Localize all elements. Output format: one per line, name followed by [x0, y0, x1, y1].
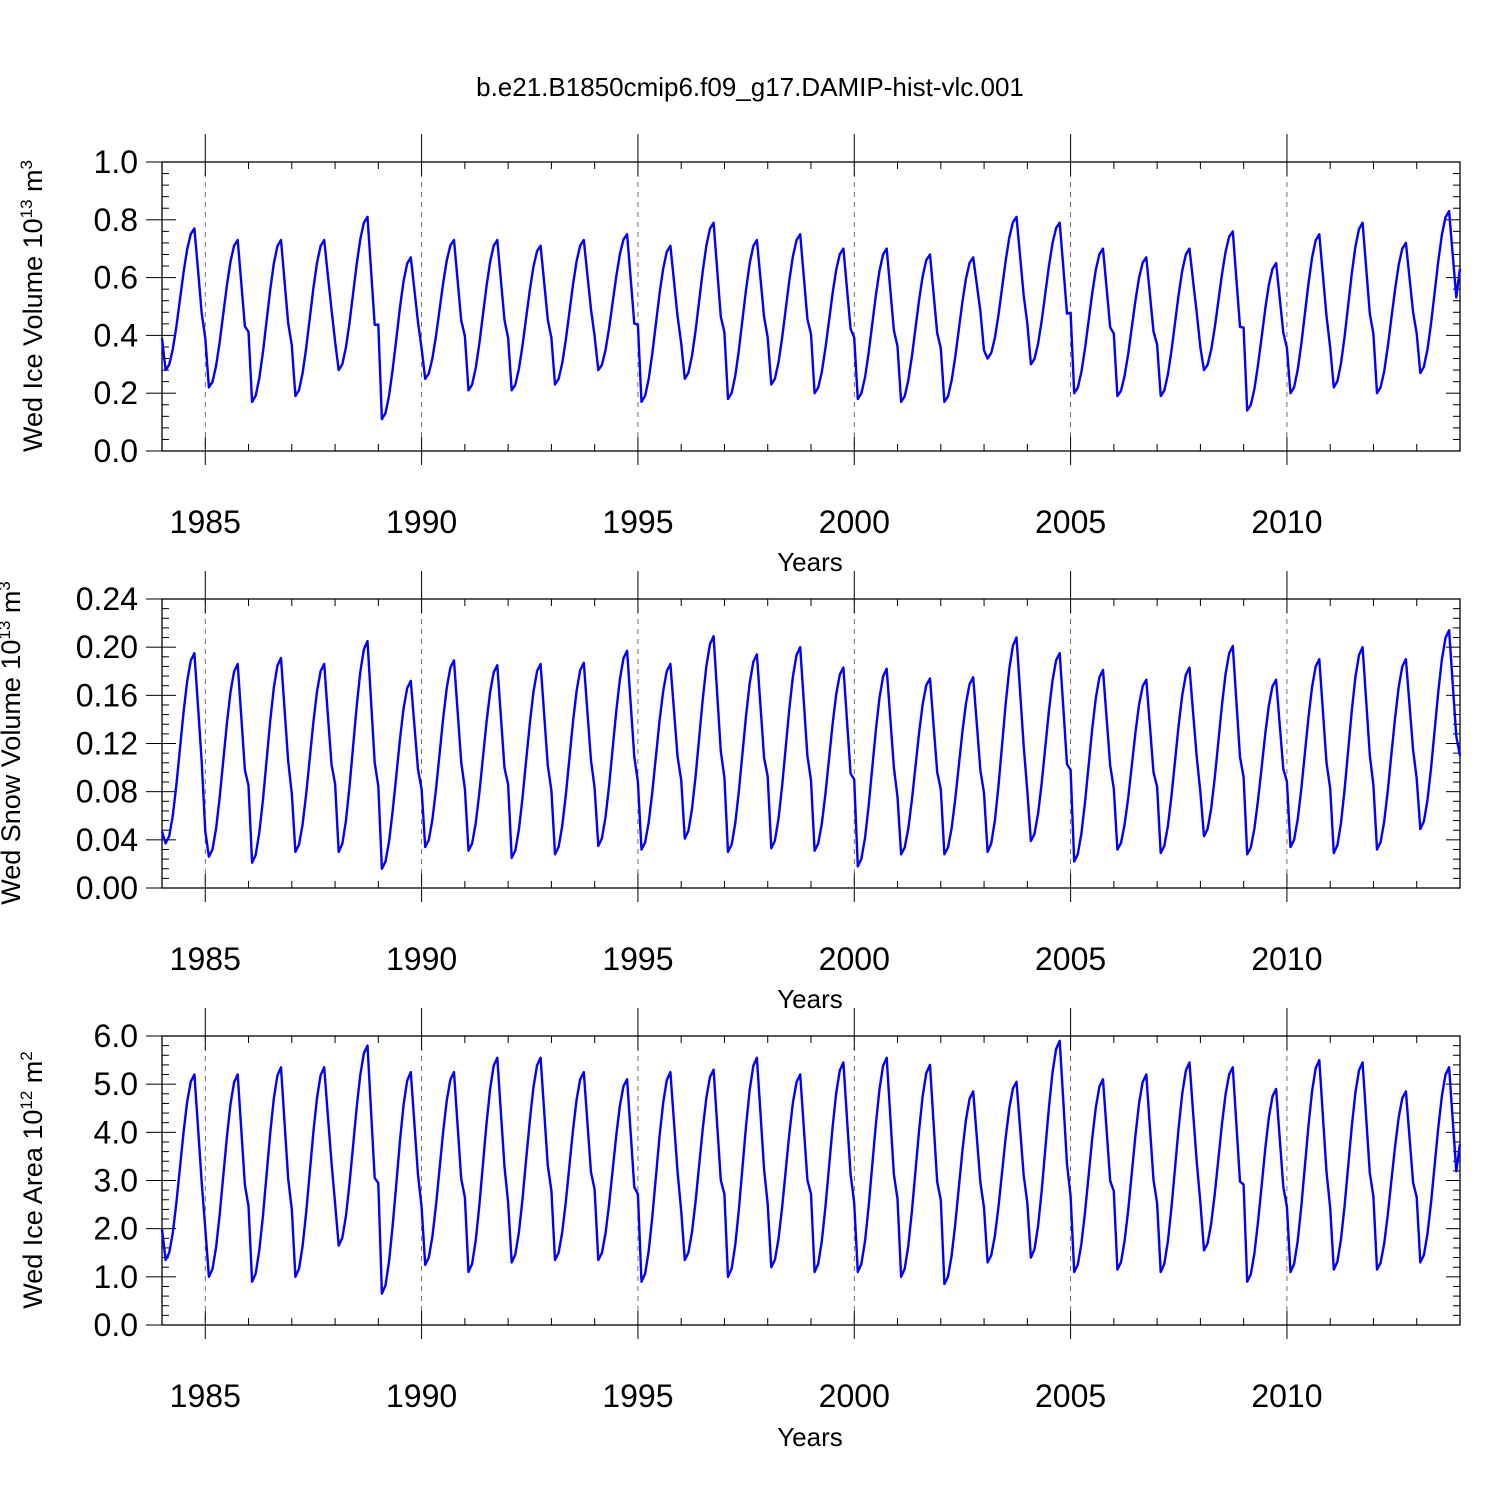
x-tick-label: 2000: [819, 941, 890, 977]
chart-title: b.e21.B1850cmip6.f09_g17.DAMIP-hist-vlc.…: [476, 72, 1024, 102]
x-axis-label: Years: [777, 984, 843, 1014]
x-tick-label: 2000: [819, 1378, 890, 1414]
y-tick-label: 0.0: [94, 1307, 138, 1343]
x-tick-label: 2010: [1251, 1378, 1322, 1414]
y-tick-label: 0.16: [76, 677, 138, 713]
y-tick-label: 0.6: [94, 260, 138, 296]
plot-frame: [161, 598, 1461, 889]
x-tick-label: 2005: [1035, 1378, 1106, 1414]
y-tick-label: 1.0: [94, 1259, 138, 1295]
x-tick-label: 2005: [1035, 504, 1106, 540]
plot-frame: [161, 161, 1461, 452]
y-tick-label: 0.8: [94, 202, 138, 238]
x-tick-label: 1995: [602, 1378, 673, 1414]
y-tick-label: 2.0: [94, 1211, 138, 1247]
series-line: [160, 629, 1462, 870]
y-tick-label: 4.0: [94, 1114, 138, 1150]
y-tick-label: 0.4: [94, 317, 138, 353]
x-axis-label: Years: [777, 547, 843, 577]
panel-snow-volume: Wed Snow Volume 1013 m3 Years 1985 1990 19…: [0, 571, 1462, 1014]
y-tick-label: 6.0: [94, 1018, 138, 1054]
y-axis-label: Wed Snow Volume 1013 m3: [0, 581, 26, 905]
x-tick-label: 2000: [819, 504, 890, 540]
panel-ice-volume: Wed Ice Volume 1013 m3 Years 1985 1990 199…: [17, 134, 1462, 577]
y-tick-label: 3.0: [94, 1163, 138, 1199]
y-tick-label: 0.2: [94, 375, 138, 411]
y-axis-label: Wed Ice Area 1012 m2: [17, 1051, 48, 1309]
plot-frame: [161, 1035, 1461, 1326]
x-axis-label: Years: [777, 1422, 843, 1452]
panel-ice-area: Wed Ice Area 1012 m2 Years 1985 1990 1995 2…: [17, 1008, 1462, 1452]
y-tick-label: 0.0: [94, 433, 138, 469]
x-tick-label: 1995: [602, 504, 673, 540]
y-tick-label: 1.0: [94, 144, 138, 180]
y-tick-label: 0.24: [76, 581, 138, 617]
x-tick-label: 2005: [1035, 941, 1106, 977]
x-tick-label: 1985: [170, 504, 241, 540]
x-tick-label: 1990: [386, 504, 457, 540]
y-axis-label: Wed Ice Volume 1013 m3: [17, 160, 48, 452]
y-tick-label: 0.04: [76, 822, 138, 858]
x-tick-label: 1985: [170, 941, 241, 977]
y-tick-label: 0.00: [76, 870, 138, 906]
y-tick-label: 0.20: [76, 629, 138, 665]
y-tick-label: 0.08: [76, 774, 138, 810]
x-tick-label: 2010: [1251, 941, 1322, 977]
x-tick-label: 1995: [602, 941, 673, 977]
x-tick-label: 1990: [386, 941, 457, 977]
series-line: [160, 209, 1462, 421]
x-tick-label: 1985: [170, 1378, 241, 1414]
series-line: [160, 1039, 1462, 1295]
x-tick-label: 1990: [386, 1378, 457, 1414]
y-tick-label: 0.12: [76, 726, 138, 762]
x-tick-label: 2010: [1251, 504, 1322, 540]
y-tick-label: 5.0: [94, 1066, 138, 1102]
